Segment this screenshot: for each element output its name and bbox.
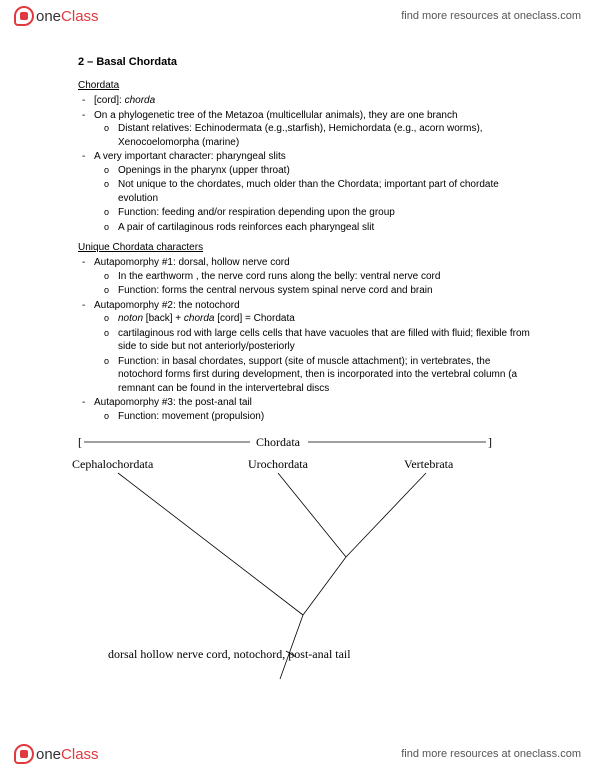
- list-item: Function: feeding and/or respiration dep…: [118, 206, 535, 220]
- document-body: 2 – Basal Chordata Chordata [cord]: chor…: [78, 56, 535, 695]
- text-italic: chorda: [184, 313, 215, 324]
- list-item: Function: in basal chordates, support (s…: [118, 355, 535, 396]
- text-italic: chorda: [125, 95, 156, 106]
- logo-icon: [14, 744, 34, 764]
- list-item: Autapomorphy #3: the post-anal tail Func…: [94, 396, 535, 423]
- list-item: Function: forms the central nervous syst…: [118, 284, 535, 298]
- section-head-unique: Unique Chordata characters: [78, 242, 535, 253]
- page-title: 2 – Basal Chordata: [78, 56, 535, 68]
- text: [back] +: [143, 313, 184, 324]
- list-item: Autapomorphy #1: dorsal, hollow nerve co…: [94, 256, 535, 298]
- text: [cord] = Chordata: [214, 313, 294, 324]
- header-link[interactable]: find more resources at oneclass.com: [401, 10, 581, 22]
- tree-svg: [78, 435, 538, 695]
- list-item: A pair of cartilaginous rods reinforces …: [118, 221, 535, 235]
- logo-class: Class: [61, 8, 99, 25]
- footer-link[interactable]: find more resources at oneclass.com: [401, 748, 581, 760]
- list-item: Openings in the pharynx (upper throat): [118, 164, 535, 178]
- list-item: noton [back] + chorda [cord] = Chordata: [118, 312, 535, 326]
- unique-list: Autapomorphy #1: dorsal, hollow nerve co…: [78, 256, 535, 423]
- text: Autapomorphy #3: the post-anal tail: [94, 397, 252, 408]
- logo-header: oneClass: [14, 6, 99, 26]
- list-item: In the earthworm , the nerve cord runs a…: [118, 270, 535, 284]
- text: [cord]:: [94, 95, 122, 106]
- list-item: cartilaginous rod with large cells cells…: [118, 327, 535, 354]
- list-item: Function: movement (propulsion): [118, 410, 535, 424]
- list-item: Not unique to the chordates, much older …: [118, 178, 535, 205]
- logo-icon: [14, 6, 34, 26]
- list-item: [cord]: chorda: [94, 94, 535, 108]
- logo-one: one: [36, 746, 61, 763]
- logo-text: oneClass: [36, 8, 99, 25]
- logo-class: Class: [61, 746, 99, 763]
- chordata-list: [cord]: chorda On a phylogenetic tree of…: [78, 94, 535, 234]
- text: A very important character: pharyngeal s…: [94, 151, 286, 162]
- text: Autapomorphy #2: the notochord: [94, 300, 240, 311]
- logo-footer: oneClass: [14, 744, 99, 764]
- text: On a phylogenetic tree of the Metazoa (m…: [94, 110, 458, 121]
- phylogeny-diagram: [ Chordata ] Cephalochordata Urochordata…: [78, 435, 535, 695]
- logo-one: one: [36, 8, 61, 25]
- text-italic: noton: [118, 313, 143, 324]
- list-item: Distant relatives: Echinodermata (e.g.,s…: [118, 122, 535, 149]
- list-item: A very important character: pharyngeal s…: [94, 150, 535, 234]
- section-head-chordata: Chordata: [78, 80, 535, 91]
- list-item: Autapomorphy #2: the notochord noton [ba…: [94, 299, 535, 396]
- list-item: On a phylogenetic tree of the Metazoa (m…: [94, 109, 535, 150]
- logo-text: oneClass: [36, 746, 99, 763]
- text: Autapomorphy #1: dorsal, hollow nerve co…: [94, 257, 290, 268]
